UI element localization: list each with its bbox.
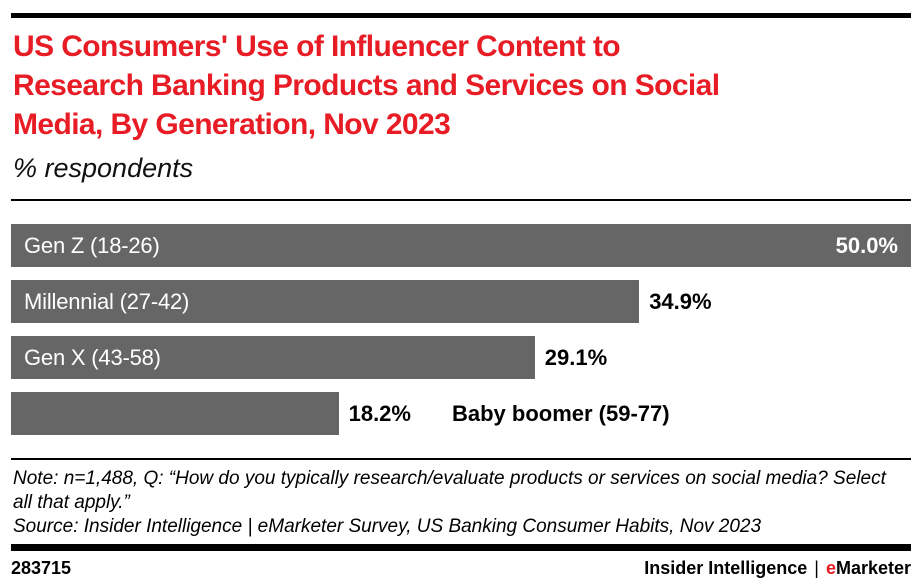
brand-lockup: Insider Intelligence | eMarketer [644,558,911,579]
bar-category-label: Gen Z (18-26) [24,232,160,258]
bar-millennial: Millennial (27-42) [11,280,640,323]
bar-value-label: 29.1% [544,344,608,370]
bar-category-label: Millennial (27-42) [24,288,190,314]
bar-value-label: 18.2% [348,400,411,426]
brand-emarketer-rest: Marketer [835,558,911,578]
brand-emarketer-e: e [825,558,836,578]
title-line-1: US Consumers' Use of Influencer Content … [13,30,621,63]
footer-rule [11,544,911,551]
note-text: Note: n=1,488, Q: “How do you typically … [13,468,886,513]
source-text: Source: Insider Intelligence | eMarketer… [13,516,762,537]
chart-bottom-divider [11,458,911,460]
brand-divider: | [814,558,819,578]
chart-top-divider [11,199,911,201]
bar-baby-boomer [11,392,339,435]
bar-gen-z: Gen Z (18-26) 50.0% [11,224,911,267]
chart-title: US Consumers' Use of Influencer Content … [13,27,911,144]
footer: 283715 Insider Intelligence | eMarketer [11,558,911,579]
bar-value-label: 34.9% [649,288,712,314]
bar-category-label: Baby boomer (59-77) [451,400,670,426]
brand-insider-intelligence: Insider Intelligence [644,558,808,578]
chart-subtitle: % respondents [13,153,194,183]
bar-category-label: Gen X (43-58) [24,344,161,370]
top-rule [11,13,911,18]
bar-row-gen-x: Gen X (43-58) 29.1% [11,336,911,379]
bar-row-baby-boomer: 18.2% Baby boomer (59-77) [11,392,911,435]
bar-row-millennial: Millennial (27-42) 34.9% [11,280,911,323]
bar-value-label: 50.0% [835,232,898,258]
title-line-2: Research Banking Products and Services o… [13,69,720,102]
bar-chart: Gen Z (18-26) 50.0% Millennial (27-42) 3… [11,224,911,435]
bar-gen-x: Gen X (43-58) [11,336,535,379]
chart-id: 283715 [11,558,72,578]
title-line-3: Media, By Generation, Nov 2023 [13,108,451,141]
bar-row-gen-z: Gen Z (18-26) 50.0% [11,224,911,267]
